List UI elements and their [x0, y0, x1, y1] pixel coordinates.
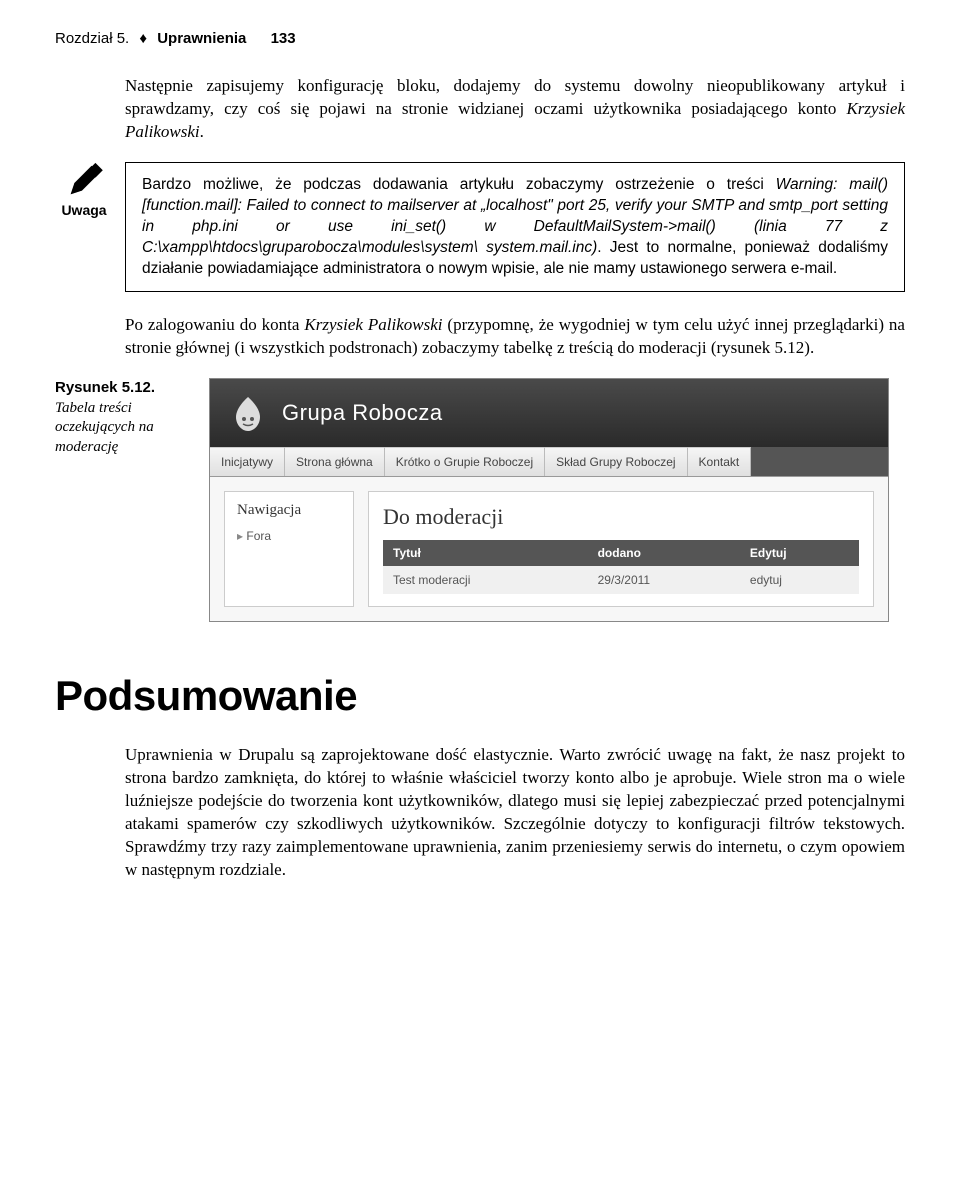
sidebar: Nawigacja Fora — [224, 491, 354, 607]
figure-row: Rysunek 5.12. Tabela treści oczekujących… — [55, 378, 905, 622]
cell-title: Test moderacji — [383, 566, 588, 594]
summary-paragraph: Uprawnienia w Drupalu są zaprojektowane … — [125, 744, 905, 882]
pencil-icon — [65, 162, 103, 200]
col-tytul: Tytuł — [383, 540, 588, 566]
note-label: Uwaga — [61, 202, 106, 218]
panel-title: Do moderacji — [383, 504, 859, 530]
summary-heading: Podsumowanie — [55, 672, 905, 720]
paragraph-intro: Następnie zapisujemy konfigurację bloku,… — [125, 75, 905, 144]
sidebar-item-fora[interactable]: Fora — [237, 529, 341, 543]
note-label-column: Uwaga — [55, 162, 113, 218]
figure-caption: Rysunek 5.12. Tabela treści oczekujących… — [55, 378, 195, 457]
col-dodano: dodano — [588, 540, 740, 566]
figure-label: Rysunek 5.12. — [55, 379, 155, 396]
chapter-label: Rozdział 5. — [55, 30, 129, 47]
nav-tabs: Inicjatywy Strona główna Krótko o Grupie… — [210, 447, 888, 477]
text: . — [200, 122, 204, 141]
site-header: Grupa Robocza — [210, 379, 888, 447]
site-title: Grupa Robocza — [282, 400, 443, 426]
table-row: Test moderacji 29/3/2011 edytuj — [383, 566, 859, 594]
section-title: Uprawnienia — [157, 30, 246, 47]
tab-krotko[interactable]: Krótko o Grupie Roboczej — [385, 447, 545, 476]
page-header: Rozdział 5. ♦ Uprawnienia 133 — [55, 30, 905, 47]
page-number: 133 — [271, 30, 296, 47]
cell-edit-link[interactable]: edytuj — [740, 566, 859, 594]
tab-sklad[interactable]: Skład Grupy Roboczej — [545, 447, 687, 476]
screenshot-body: Nawigacja Fora Do moderacji Tytuł dodano… — [210, 477, 888, 621]
separator: ♦ — [139, 30, 147, 47]
tab-strona-glowna[interactable]: Strona główna — [285, 447, 385, 476]
tab-inicjatywy[interactable]: Inicjatywy — [210, 447, 285, 476]
cell-date: 29/3/2011 — [588, 566, 740, 594]
col-edytuj: Edytuj — [740, 540, 859, 566]
text: Po zalogowaniu do konta — [125, 315, 304, 334]
moderation-table: Tytuł dodano Edytuj Test moderacji 29/3/… — [383, 540, 859, 594]
note-text: Bardzo możliwe, że podczas dodawania art… — [142, 176, 776, 193]
note-block: Uwaga Bardzo możliwe, że podczas dodawan… — [55, 162, 905, 293]
account-name: Krzysiek Palikowski — [304, 315, 442, 334]
drupal-icon — [228, 393, 268, 433]
note-box: Bardzo możliwe, że podczas dodawania art… — [125, 162, 905, 293]
tab-kontakt[interactable]: Kontakt — [688, 447, 752, 476]
text: Następnie zapisujemy konfigurację bloku,… — [125, 76, 905, 118]
figure-description: Tabela treści oczekujących na moderację — [55, 400, 154, 455]
sidebar-title: Nawigacja — [237, 502, 341, 519]
main-panel: Do moderacji Tytuł dodano Edytuj Test mo… — [368, 491, 874, 607]
paragraph-after-login: Po zalogowaniu do konta Krzysiek Palikow… — [125, 314, 905, 360]
screenshot: Grupa Robocza Inicjatywy Strona główna K… — [209, 378, 889, 622]
